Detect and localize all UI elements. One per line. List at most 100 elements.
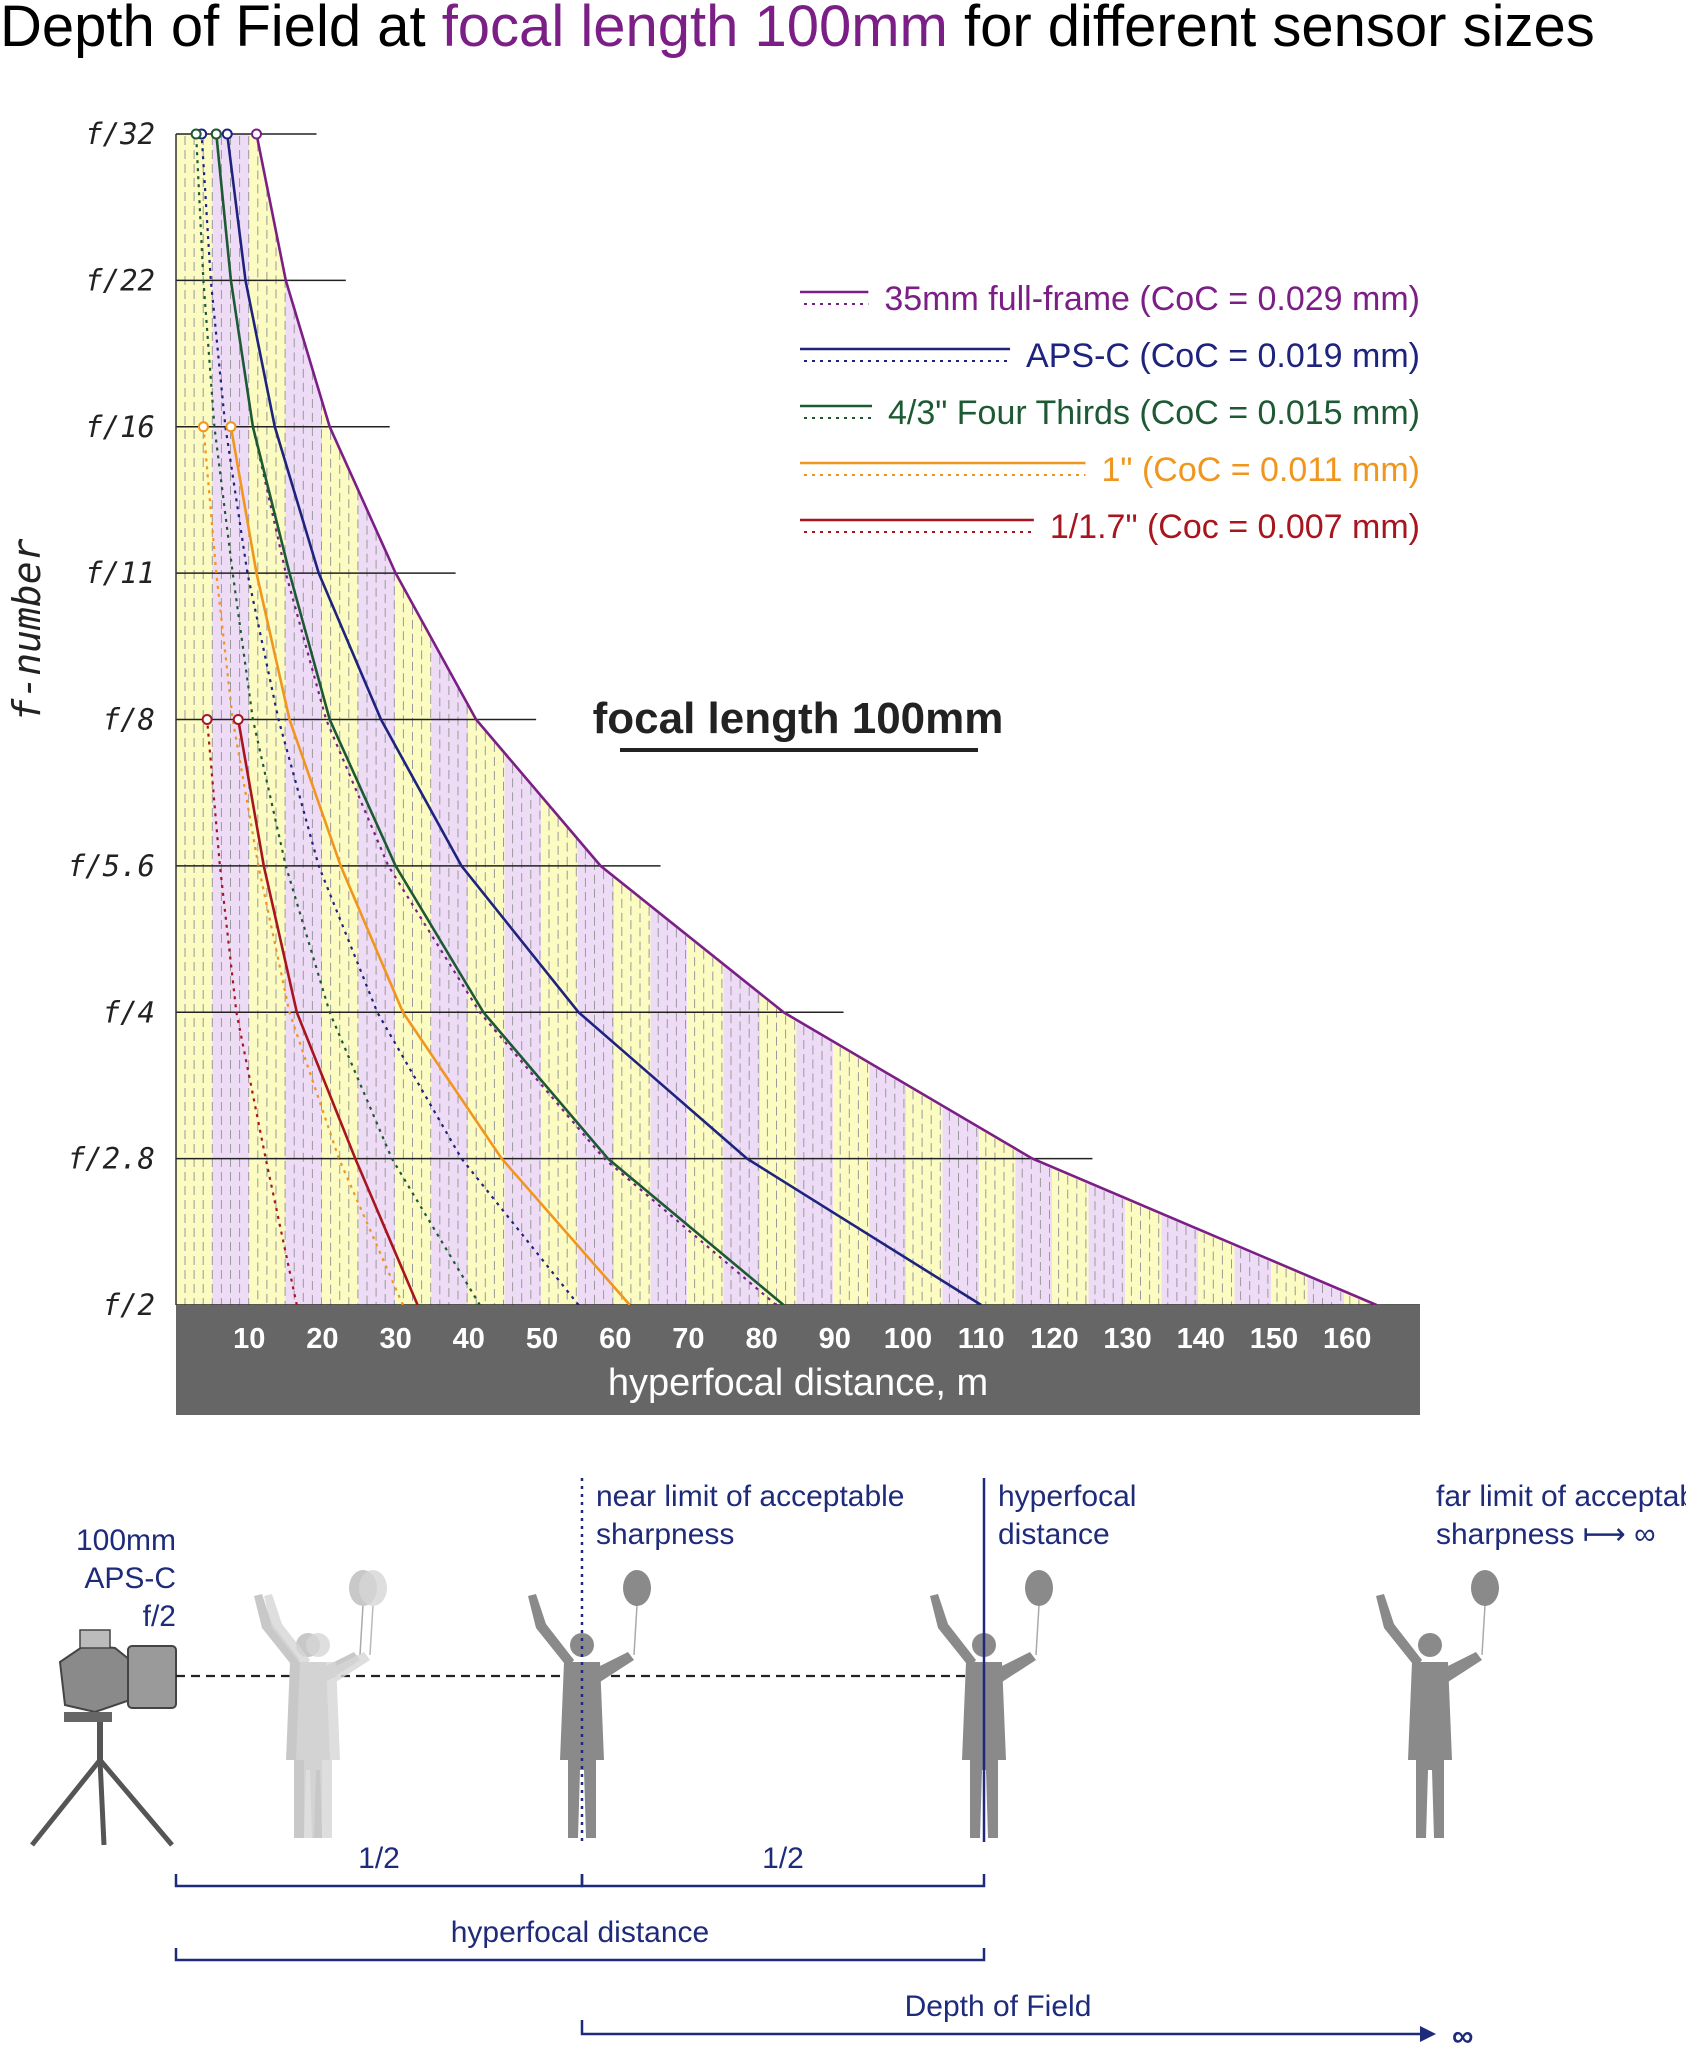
half-label: 1/2 (358, 1842, 400, 1875)
legend: 35mm full-frame (CoC = 0.029 mm) APS-C (C… (800, 280, 1420, 546)
balloon-string (1481, 1604, 1486, 1656)
balloon-string (1035, 1604, 1040, 1656)
y-tick-label: f/4 (103, 995, 155, 1029)
person-left-arm (1376, 1594, 1422, 1668)
series-2-endpoint (190, 128, 202, 140)
x-tick-label: 160 (1323, 1323, 1371, 1355)
x-axis-label: hyperfocal distance, m (608, 1362, 988, 1404)
x-axis-band (176, 1305, 1420, 1415)
far-limit-label: far limit of acceptable (1436, 1480, 1686, 1513)
series-0-endpoint (251, 128, 263, 140)
person-body (1408, 1662, 1452, 1838)
x-tick-label: 10 (233, 1323, 265, 1355)
person-silhouette (1376, 1570, 1499, 1838)
bracket-half-far (580, 1874, 986, 1888)
series-0-hyperfocal-line (255, 133, 1378, 1307)
dof-arrow-line (580, 2020, 1420, 2036)
focal-length-label: focal length 100mm (593, 694, 1004, 743)
x-tick-label: 70 (672, 1323, 704, 1355)
dof-arrowhead (1420, 2026, 1436, 2042)
balloon (359, 1570, 387, 1606)
hyperfocal-label: hyperfocal (998, 1480, 1136, 1513)
vertical-grid (184, 136, 1369, 1305)
series-0-near-limit-line (215, 133, 777, 1306)
y-axis-label: f-number (5, 538, 49, 721)
tripod-head (64, 1712, 112, 1722)
series-4-hyperfocal-line (236, 719, 419, 1306)
envelope-mask (256, 132, 1420, 1305)
person-body (296, 1662, 340, 1838)
balloon-string (359, 1604, 364, 1656)
y-tick-label: f/32 (85, 117, 155, 151)
y-tick-label: f/2.8 (68, 1142, 155, 1176)
y-tick-label: f/2 (103, 1288, 155, 1322)
person-right-arm (1444, 1652, 1482, 1682)
hyperfocal-label: distance (998, 1518, 1110, 1551)
legend-label-2: 4/3" Four Thirds (CoC = 0.015 mm) (888, 394, 1420, 432)
person-head (570, 1633, 594, 1657)
infinity-symbol: ∞ (1452, 2020, 1473, 2048)
y-tick-label: f/22 (85, 263, 155, 297)
x-tick-label: 20 (306, 1323, 338, 1355)
legend-label-0: 35mm full-frame (CoC = 0.029 mm) (884, 280, 1420, 318)
camera-label-line: f/2 (143, 1600, 176, 1633)
person-right-arm (596, 1652, 634, 1682)
far-limit-label: sharpness ⟼ ∞ (1436, 1518, 1655, 1551)
chart-title-part2: for different sensor sizes (948, 0, 1595, 59)
x-tick-label: 50 (526, 1323, 558, 1355)
series-3-hyperfocal-line (229, 426, 631, 1306)
camera-lens (127, 1645, 177, 1709)
x-tick-label: 30 (379, 1323, 411, 1355)
tripod-leg (97, 1759, 107, 1846)
series-lines (190, 128, 1378, 1307)
x-tick-label: 40 (453, 1323, 485, 1355)
person-left-arm (528, 1594, 574, 1668)
x-tick-label: 140 (1177, 1323, 1225, 1355)
chart-title-part1: Depth of Field at (0, 0, 442, 59)
bracket-hyperfocal-distance (174, 1948, 986, 1962)
series-1-endpoint (221, 128, 233, 140)
near-limit-label: near limit of acceptable (596, 1480, 905, 1513)
y-tick-label: f/11 (85, 556, 155, 590)
bracket-half-near (174, 1874, 584, 1888)
legend-label-1: APS-C (CoC = 0.019 mm) (1026, 337, 1420, 375)
series-1-hyperfocal-line (225, 133, 982, 1307)
balloon-string (633, 1604, 638, 1656)
series-2-endpoint (210, 128, 222, 140)
y-tick-label: f/8 (103, 703, 155, 737)
hyperfocal-distance-label: hyperfocal distance (451, 1916, 710, 1949)
tripod-leg (98, 1758, 174, 1847)
person-left-arm (930, 1594, 976, 1668)
camera-icon (30, 1629, 177, 1847)
person-right-arm (332, 1652, 370, 1682)
near-limit-label: sharpness (596, 1518, 734, 1551)
balloon-string (369, 1604, 374, 1656)
y-tick-label: f/16 (85, 410, 155, 444)
x-tick-label: 150 (1250, 1323, 1298, 1355)
x-tick-label: 110 (958, 1323, 1005, 1355)
series-2-near-limit-line (195, 133, 481, 1306)
tripod-leg (30, 1758, 102, 1847)
x-tick-label: 120 (1030, 1323, 1078, 1355)
series-4-endpoint (232, 714, 244, 725)
x-tick-label: 80 (745, 1323, 777, 1355)
person-right-arm (998, 1652, 1036, 1682)
person-head (306, 1633, 330, 1657)
series-1-near-limit-line (200, 133, 580, 1306)
camera-flash (79, 1629, 111, 1649)
person-head (1418, 1633, 1442, 1657)
balloon (1471, 1570, 1499, 1606)
person-silhouette (528, 1570, 651, 1838)
person-silhouette (264, 1570, 387, 1838)
series-4-near-limit-line (206, 719, 298, 1306)
chart-title-highlight: focal length 100mm (442, 0, 948, 59)
y-axis-ticks: f/2 f/2.8 f/4 f/5.6 f/8 f/11 f/16 f/22 f/32 (68, 117, 155, 1322)
series-2-hyperfocal-line (215, 133, 785, 1306)
x-tick-label: 60 (599, 1323, 631, 1355)
x-axis-ticks: 10 20 30 40 50 60 70 80 90 100 110 120 130 140 150 160 (233, 1323, 1371, 1355)
person-silhouette (930, 1570, 1053, 1838)
dof-label: Depth of Field (905, 1990, 1092, 2023)
legend-label-4: 1/1.7" (Coc = 0.007 mm) (1050, 508, 1420, 546)
camera-body (58, 1643, 131, 1714)
